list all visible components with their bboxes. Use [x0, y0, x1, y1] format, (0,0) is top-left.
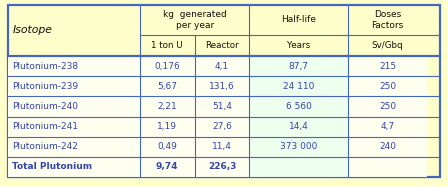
Text: 4,7: 4,7: [380, 122, 395, 131]
Bar: [140, 76, 194, 96]
Text: 27,6: 27,6: [212, 122, 232, 131]
Text: 373 000: 373 000: [280, 142, 317, 151]
Text: Doses
Factors: Doses Factors: [371, 10, 404, 30]
Bar: [140, 117, 194, 137]
Text: Plutonium-242: Plutonium-242: [13, 142, 78, 151]
Text: 226,3: 226,3: [208, 162, 236, 171]
Text: kg  generated
per year: kg generated per year: [163, 10, 227, 30]
Text: Isotope: Isotope: [13, 25, 52, 36]
Text: Reactor: Reactor: [205, 41, 239, 50]
Text: Years: Years: [287, 41, 310, 50]
Text: 24 110: 24 110: [283, 82, 314, 91]
Text: 240: 240: [379, 142, 396, 151]
Text: 0,49: 0,49: [157, 142, 177, 151]
Text: 1,19: 1,19: [157, 122, 177, 131]
Bar: [8, 96, 140, 117]
Text: 4,1: 4,1: [215, 62, 229, 71]
Bar: [250, 157, 348, 177]
Text: Plutonium-239: Plutonium-239: [13, 82, 78, 91]
Bar: [194, 157, 250, 177]
Bar: [348, 76, 427, 96]
Bar: [8, 56, 140, 76]
Text: 131,6: 131,6: [209, 82, 235, 91]
Text: 6 560: 6 560: [286, 102, 312, 111]
Text: 1 ton U: 1 ton U: [151, 41, 183, 50]
Bar: [250, 56, 348, 76]
Bar: [140, 56, 194, 76]
Bar: [194, 117, 250, 137]
Bar: [348, 117, 427, 137]
Bar: [194, 96, 250, 117]
Bar: [8, 137, 140, 157]
Text: 11,4: 11,4: [212, 142, 232, 151]
Bar: [250, 96, 348, 117]
Text: Sv/Gbq: Sv/Gbq: [372, 41, 403, 50]
Bar: [348, 56, 427, 76]
Bar: [250, 137, 348, 157]
Text: 2,21: 2,21: [157, 102, 177, 111]
Bar: [250, 76, 348, 96]
Bar: [140, 137, 194, 157]
Text: 14,4: 14,4: [289, 122, 309, 131]
Text: 5,67: 5,67: [157, 82, 177, 91]
Bar: [140, 96, 194, 117]
Bar: [348, 96, 427, 117]
Bar: [140, 157, 194, 177]
Bar: [348, 157, 427, 177]
Bar: [194, 56, 250, 76]
Text: Half-life: Half-life: [281, 15, 316, 24]
Text: 250: 250: [379, 102, 396, 111]
Bar: [8, 157, 140, 177]
Text: Plutonium-241: Plutonium-241: [13, 122, 78, 131]
Text: 51,4: 51,4: [212, 102, 232, 111]
Text: 87,7: 87,7: [289, 62, 309, 71]
Text: 250: 250: [379, 82, 396, 91]
Text: 9,74: 9,74: [156, 162, 178, 171]
Bar: [348, 137, 427, 157]
Bar: [250, 117, 348, 137]
Bar: [8, 117, 140, 137]
Text: Plutonium-238: Plutonium-238: [13, 62, 78, 71]
Text: Total Plutonium: Total Plutonium: [13, 162, 92, 171]
Text: 215: 215: [379, 62, 396, 71]
Text: Plutonium-240: Plutonium-240: [13, 102, 78, 111]
Bar: [8, 76, 140, 96]
Text: 0,176: 0,176: [154, 62, 180, 71]
Bar: [194, 76, 250, 96]
Bar: [194, 137, 250, 157]
